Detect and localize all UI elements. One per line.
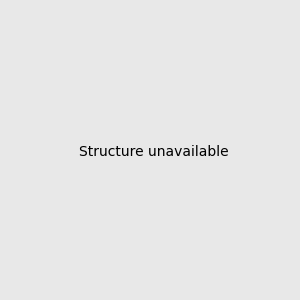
- Text: Structure unavailable: Structure unavailable: [79, 145, 229, 158]
